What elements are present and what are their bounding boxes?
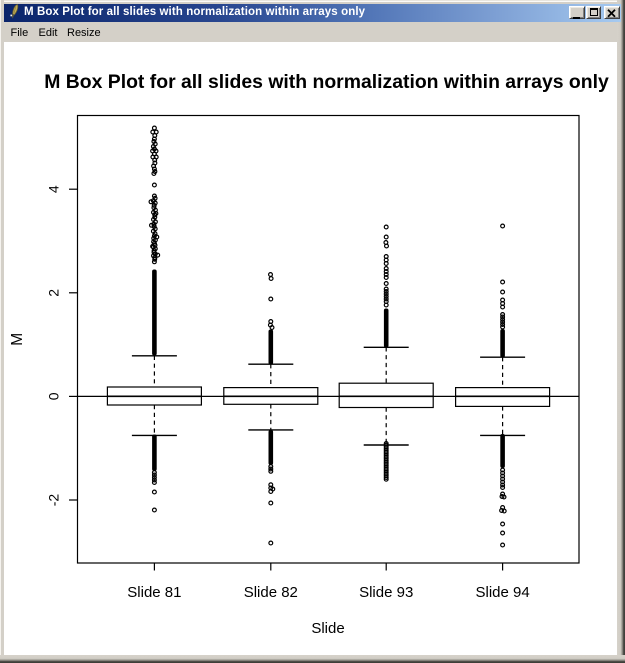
svg-text:M: M	[9, 333, 26, 346]
svg-text:Slide: Slide	[311, 620, 344, 637]
svg-text:Slide 93: Slide 93	[359, 584, 413, 601]
svg-text:M Box Plot for all slides with: M Box Plot for all slides with normaliza…	[44, 71, 609, 93]
svg-text:-2: -2	[46, 494, 62, 507]
svg-text:4: 4	[46, 185, 62, 193]
svg-text:Slide 94: Slide 94	[475, 584, 529, 601]
svg-text:Slide 82: Slide 82	[244, 584, 298, 601]
svg-text:0: 0	[46, 392, 62, 400]
svg-text:2: 2	[46, 289, 62, 297]
svg-text:Slide 81: Slide 81	[127, 584, 181, 601]
